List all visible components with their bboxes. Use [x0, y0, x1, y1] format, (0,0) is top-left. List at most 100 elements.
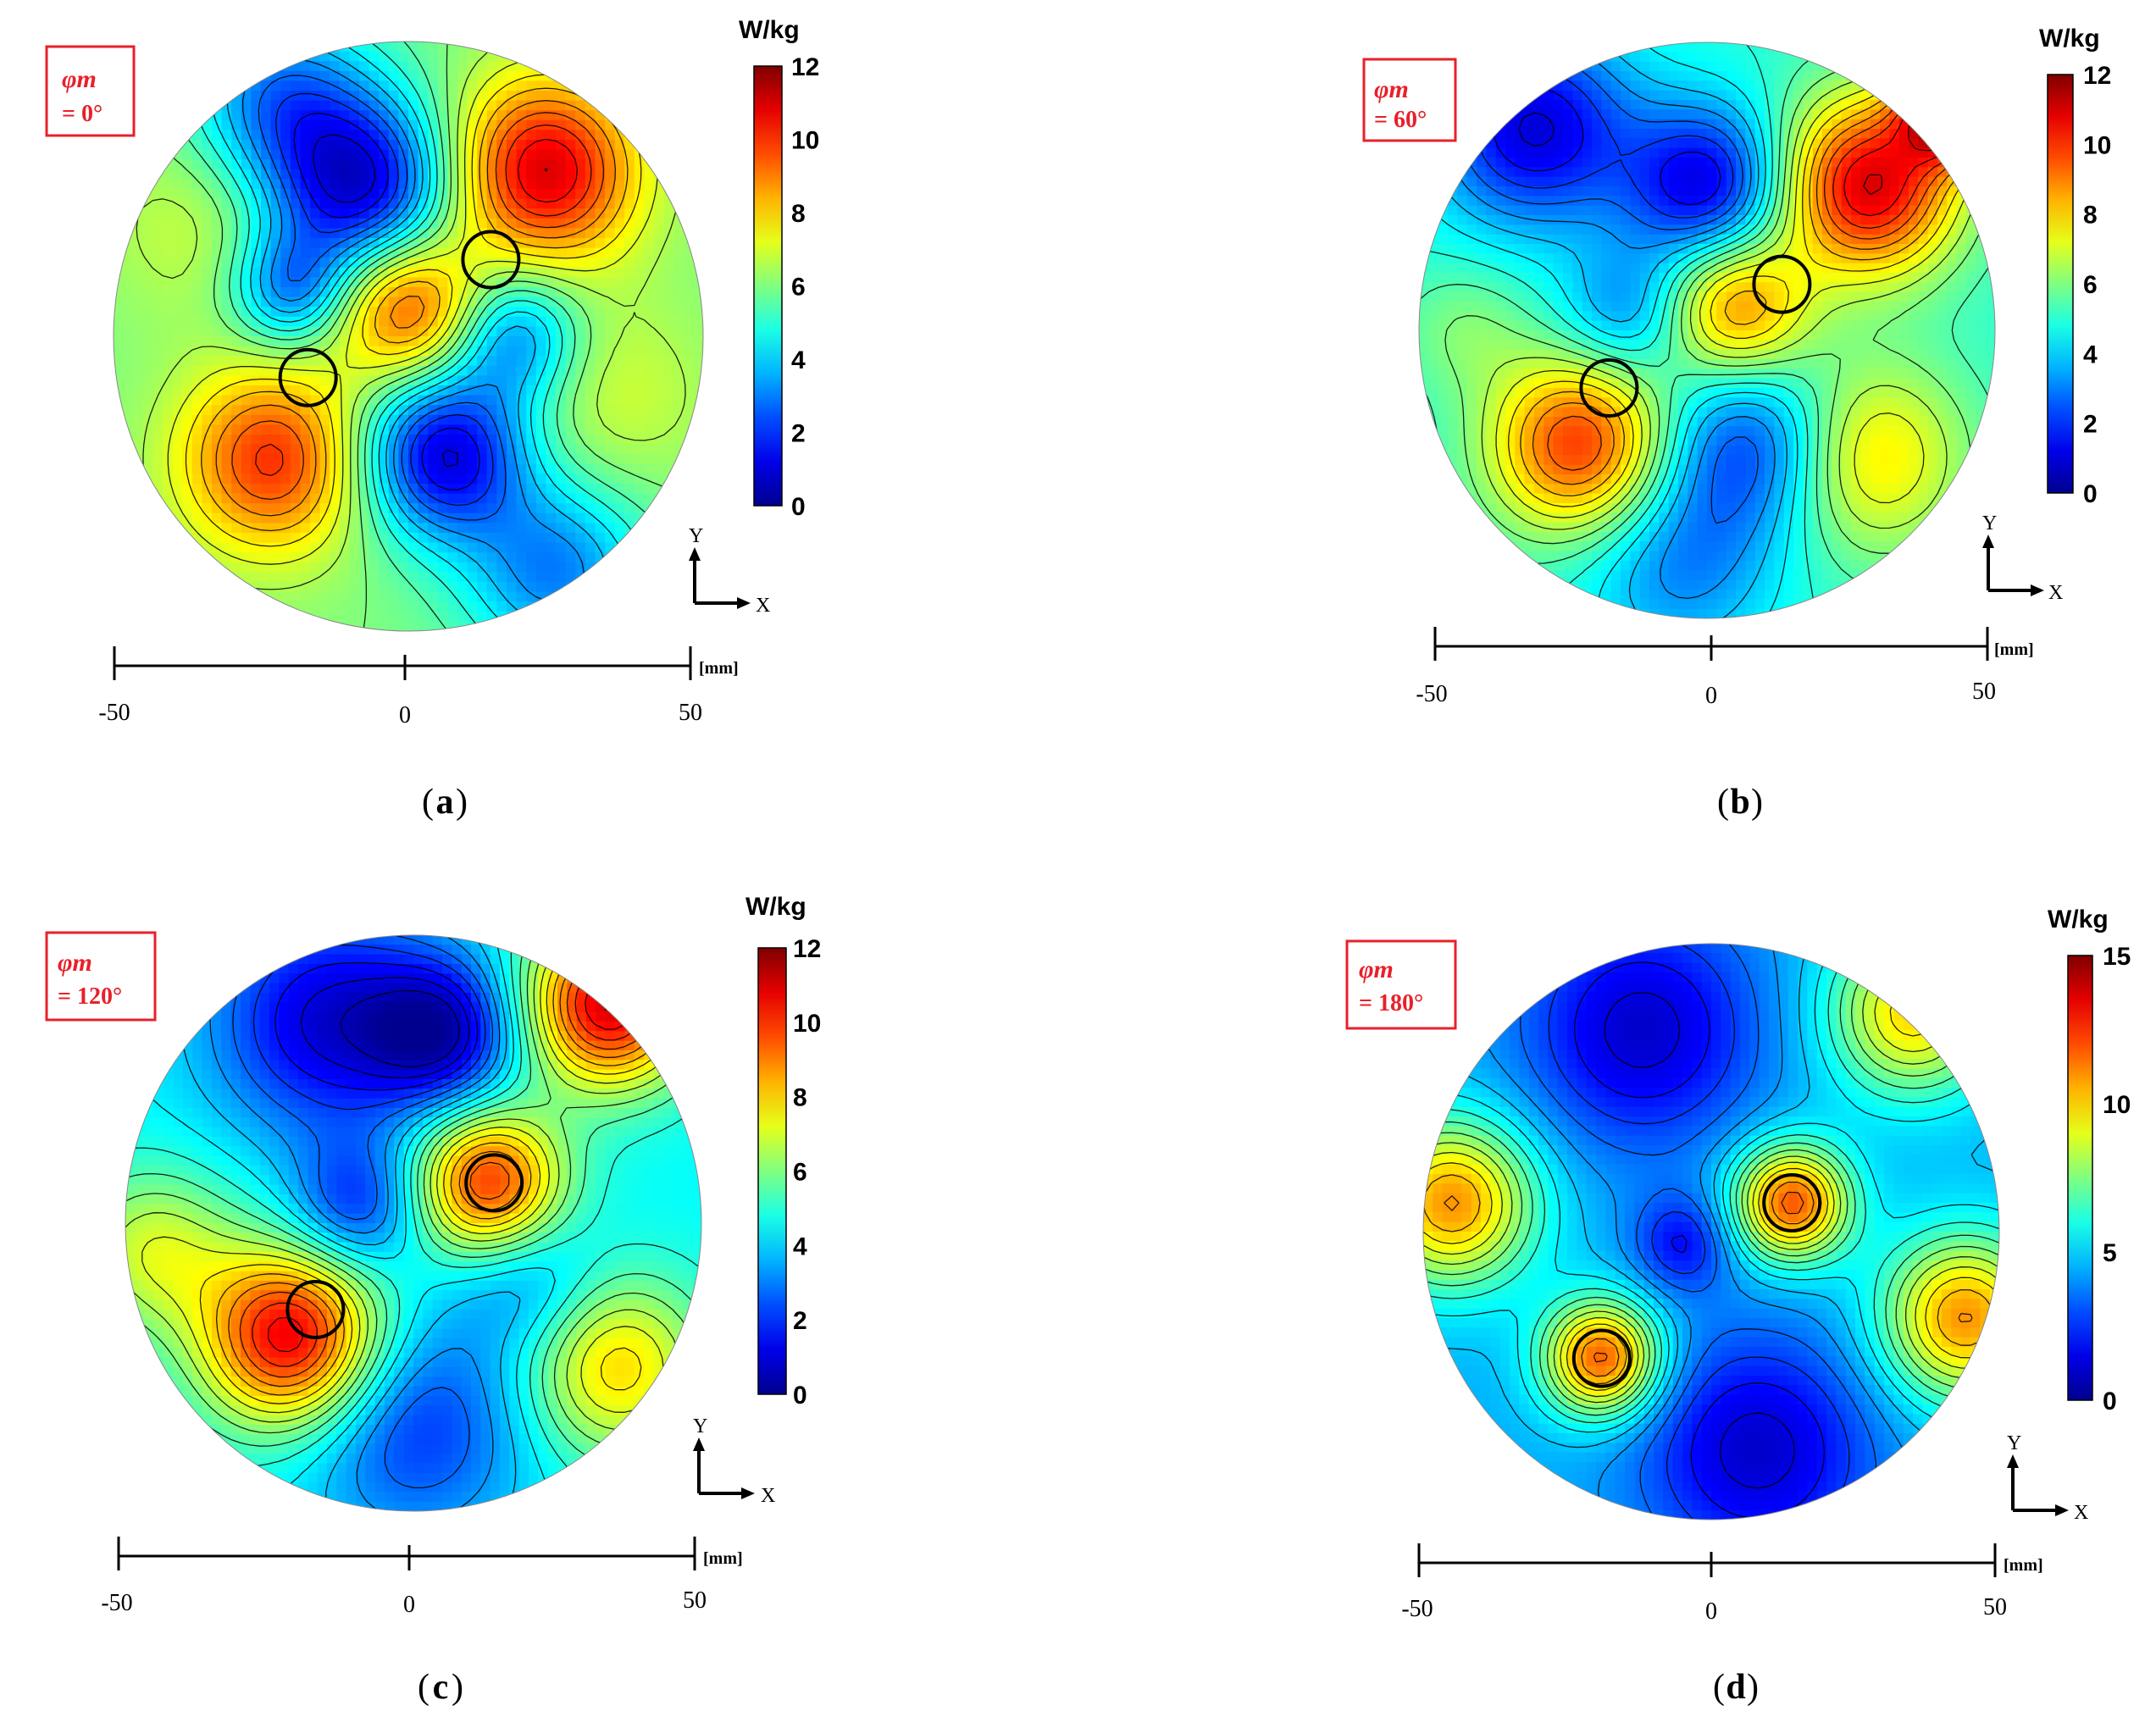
heatmap-cell: [1486, 158, 1497, 169]
heatmap-cell: [1697, 349, 1708, 360]
heatmap-cell: [182, 356, 193, 367]
heatmap-cell: [663, 316, 674, 328]
heatmap-cell: [182, 375, 193, 386]
heatmap-cell: [507, 119, 518, 131]
heatmap-cell: [428, 169, 439, 180]
heatmap-cell: [1419, 340, 1430, 351]
heatmap-cell: [1486, 340, 1497, 351]
heatmap-cell: [595, 405, 606, 416]
heatmap-cell: [1610, 330, 1621, 341]
heatmap-cell: [1909, 119, 1920, 130]
heatmap-cell: [1495, 330, 1506, 341]
heatmap-cell: [673, 316, 684, 328]
heatmap-cell: [251, 277, 262, 288]
heatmap-cell: [1966, 359, 1977, 370]
heatmap-cell: [261, 277, 272, 288]
heatmap-cell: [1851, 330, 1862, 341]
heatmap-cell: [507, 463, 518, 475]
heatmap-cell: [300, 267, 311, 279]
heatmap-cell: [546, 198, 557, 209]
heatmap-cell: [123, 444, 134, 455]
heatmap-cell: [1774, 302, 1785, 313]
heatmap-cell: [339, 91, 351, 102]
heatmap-cell: [546, 542, 557, 553]
heatmap-cell: [486, 552, 498, 563]
heatmap-cell: [369, 356, 380, 367]
heatmap-cell: [310, 424, 321, 435]
heatmap-cell: [261, 336, 272, 347]
heatmap-cell: [123, 375, 134, 386]
heatmap-cell: [408, 169, 419, 180]
heatmap-cell: [1428, 282, 1439, 293]
heatmap-cell: [1716, 100, 1727, 111]
heatmap-cell: [319, 414, 330, 426]
heatmap-cell: [152, 395, 164, 406]
heatmap-cell: [556, 179, 567, 190]
heatmap-cell: [428, 463, 439, 475]
heatmap-cell: [546, 179, 557, 190]
heatmap-cell: [1707, 100, 1718, 111]
heatmap-cell: [663, 444, 674, 455]
heatmap-cell: [624, 307, 635, 318]
heatmap-cell: [477, 238, 488, 249]
heatmap-cell: [437, 414, 449, 426]
heatmap-cell: [595, 454, 606, 465]
heatmap-cell: [1466, 273, 1477, 284]
heatmap-cell: [457, 169, 468, 180]
heatmap-cell: [1582, 311, 1593, 322]
heatmap-cell: [172, 484, 183, 495]
heatmap-cell: [1880, 147, 1891, 158]
heatmap-cell: [1966, 273, 1977, 284]
heatmap-cell: [182, 198, 193, 209]
heatmap-cell: [212, 198, 223, 209]
heatmap-cell: [1783, 61, 1794, 72]
heatmap-cell: [1553, 215, 1564, 226]
heatmap-cell: [535, 91, 547, 102]
heatmap-cell: [1803, 196, 1814, 207]
heatmap-cell: [644, 149, 655, 160]
heatmap-cell: [1716, 302, 1727, 313]
heatmap-cell: [349, 159, 360, 170]
heatmap-cell: [663, 435, 674, 446]
heatmap-cell: [516, 267, 527, 279]
heatmap-cell: [1898, 368, 1909, 379]
heatmap-cell: [546, 316, 557, 328]
heatmap-cell: [1448, 224, 1459, 235]
heatmap-cell: [418, 503, 429, 514]
heatmap-cell: [516, 552, 527, 563]
heatmap-cell: [280, 100, 291, 111]
heatmap-cell: [437, 435, 449, 446]
heatmap-cell: [1486, 167, 1497, 178]
heatmap-cell: [634, 169, 646, 180]
heatmap-cell: [1639, 368, 1650, 379]
heatmap-cell: [152, 385, 164, 396]
heatmap-cell: [251, 247, 262, 258]
heatmap-cell: [1486, 224, 1497, 235]
heatmap-cell: [418, 91, 429, 102]
heatmap-cell: [270, 533, 281, 544]
heatmap-cell: [221, 542, 232, 553]
heatmap-cell: [1495, 158, 1506, 169]
heatmap-cell: [1841, 119, 1852, 130]
heatmap-cell: [339, 512, 351, 524]
heatmap-cell: [1649, 273, 1660, 284]
heatmap-cell: [467, 218, 478, 230]
heatmap-cell: [1880, 186, 1891, 197]
heatmap-cell: [1716, 119, 1727, 130]
heatmap-cell: [1486, 147, 1497, 158]
heatmap-cell: [526, 169, 537, 180]
heatmap-cell: [447, 238, 458, 249]
heatmap-cell: [1563, 119, 1574, 130]
heatmap-cell: [261, 474, 272, 485]
heatmap-cell: [605, 523, 616, 534]
heatmap-cell: [339, 562, 351, 573]
heatmap-cell: [1448, 388, 1459, 399]
heatmap-cell: [1639, 263, 1650, 274]
heatmap-cell: [565, 80, 576, 91]
heatmap-cell: [1822, 349, 1833, 360]
heatmap-cell: [507, 316, 518, 328]
heatmap-cell: [310, 542, 321, 553]
heatmap-cell: [595, 336, 606, 347]
heatmap-cell: [447, 454, 458, 465]
heatmap-cell: [349, 582, 360, 593]
